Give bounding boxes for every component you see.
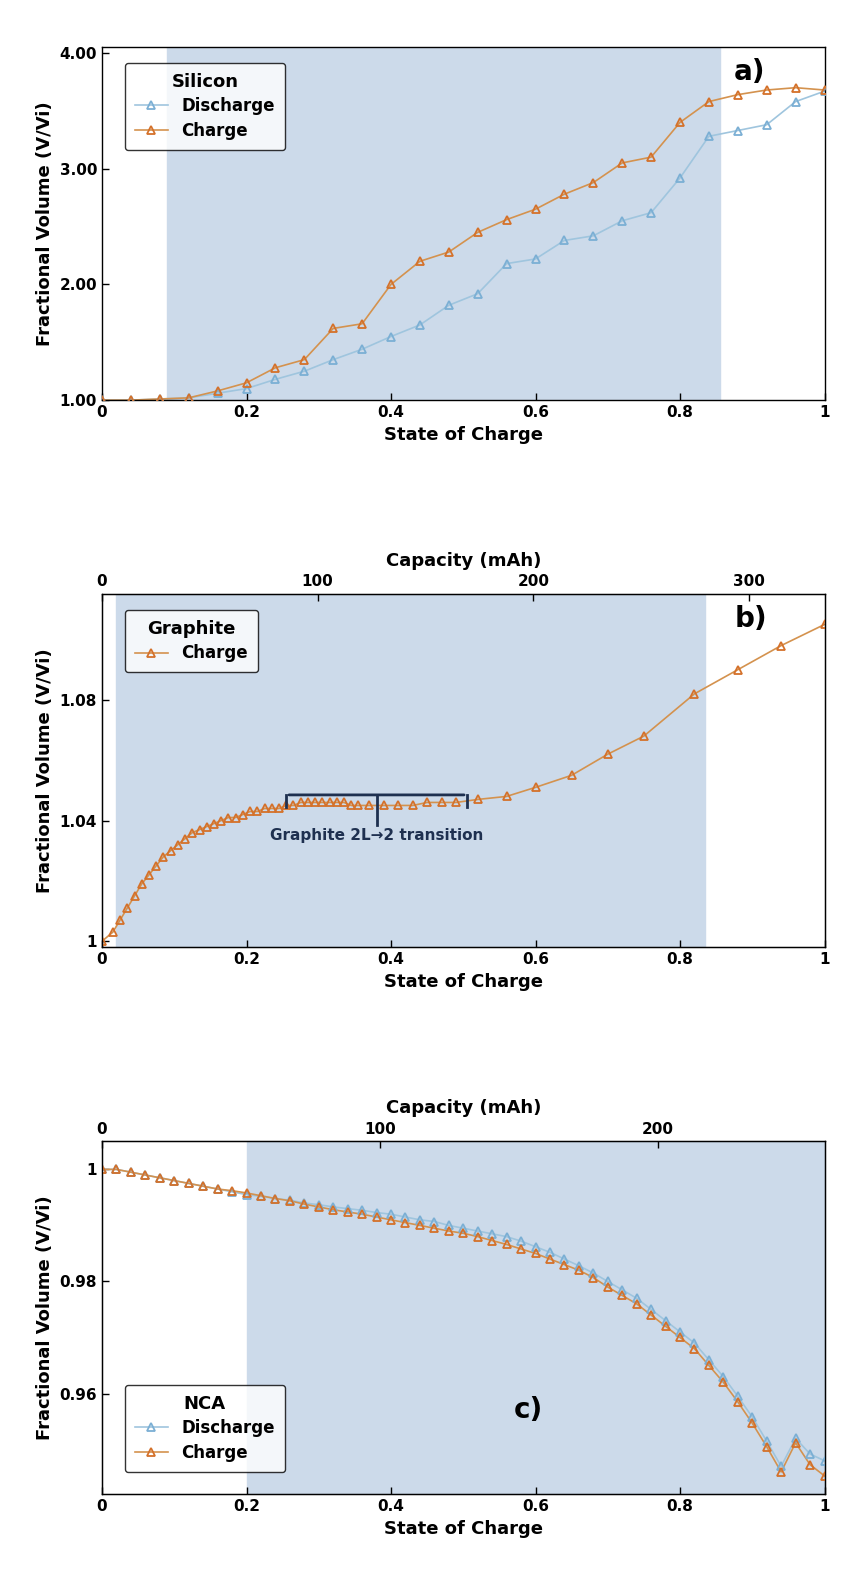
X-axis label: State of Charge: State of Charge xyxy=(383,426,543,444)
Text: Graphite 2L→2 transition: Graphite 2L→2 transition xyxy=(269,827,484,843)
Text: c): c) xyxy=(513,1395,543,1424)
X-axis label: Capacity (mAh): Capacity (mAh) xyxy=(386,552,541,569)
Bar xyxy=(116,595,706,947)
X-axis label: State of Charge: State of Charge xyxy=(383,972,543,991)
Y-axis label: Fractional Volume (V/Vi): Fractional Volume (V/Vi) xyxy=(36,101,54,346)
Bar xyxy=(246,1142,824,1494)
X-axis label: Capacity (mAh): Capacity (mAh) xyxy=(386,1100,541,1117)
X-axis label: State of Charge: State of Charge xyxy=(383,1520,543,1538)
Legend: Discharge, Charge: Discharge, Charge xyxy=(125,1384,285,1472)
Y-axis label: Fractional Volume (V/Vi): Fractional Volume (V/Vi) xyxy=(36,1195,54,1441)
Bar xyxy=(167,47,720,400)
Text: a): a) xyxy=(734,58,766,87)
Text: b): b) xyxy=(734,606,767,632)
Y-axis label: Fractional Volume (V/Vi): Fractional Volume (V/Vi) xyxy=(37,648,54,893)
Legend: Charge: Charge xyxy=(125,610,258,672)
Legend: Discharge, Charge: Discharge, Charge xyxy=(125,63,285,149)
